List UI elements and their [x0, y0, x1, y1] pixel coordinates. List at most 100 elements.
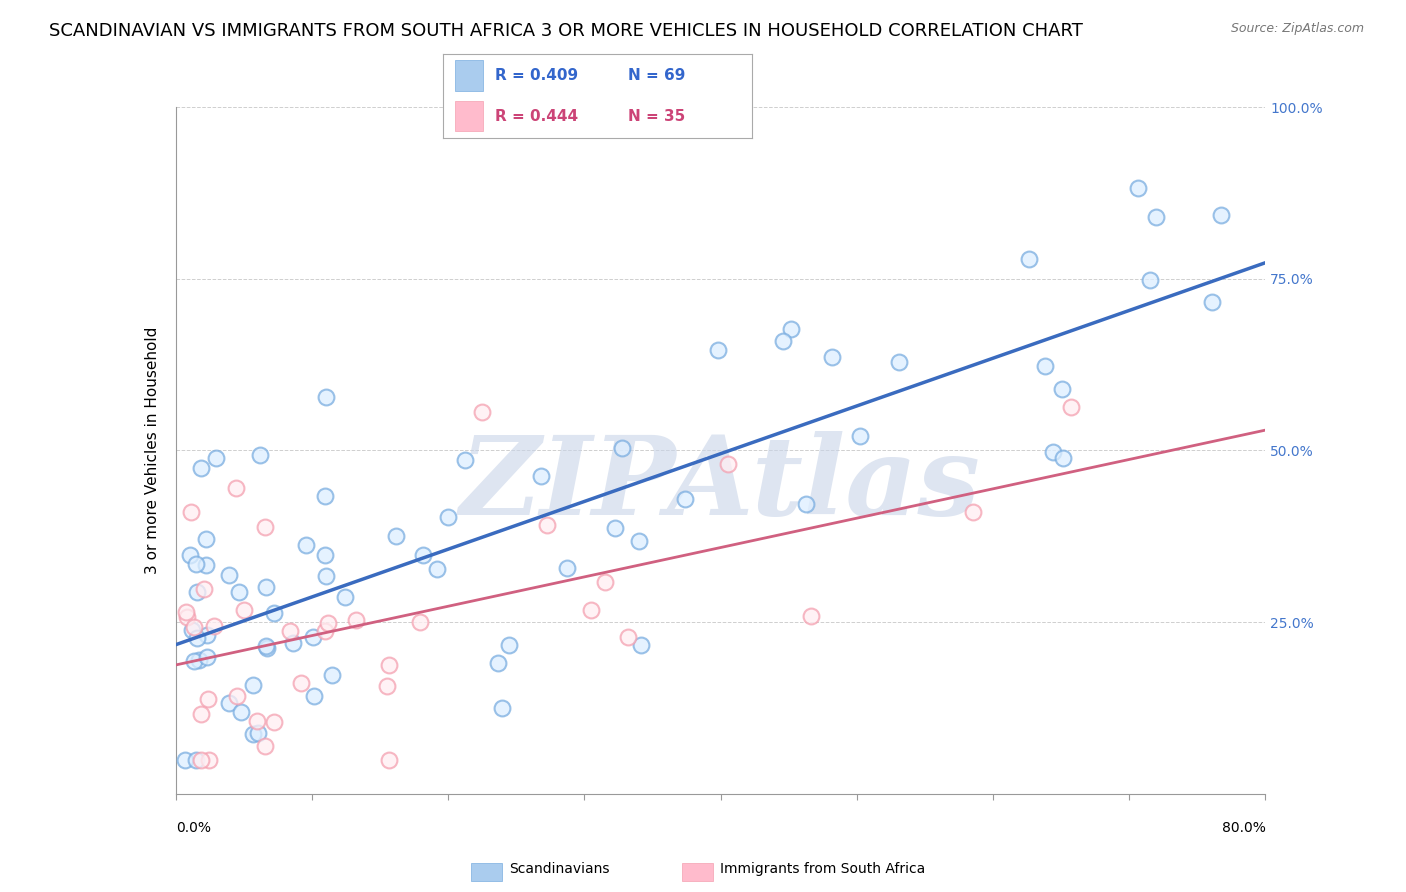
- Point: [454, 453, 477, 467]
- Point: [593, 575, 616, 590]
- Point: [314, 489, 336, 503]
- Point: [198, 753, 221, 767]
- Point: [186, 631, 208, 645]
- Point: [530, 469, 553, 483]
- Point: [409, 615, 432, 630]
- Point: [263, 606, 285, 620]
- Point: [425, 562, 447, 576]
- Point: [184, 557, 207, 571]
- Bar: [456, 61, 484, 91]
- Point: [242, 678, 264, 692]
- Point: [706, 343, 728, 357]
- Point: [242, 727, 264, 741]
- Point: [437, 510, 460, 524]
- Text: N = 35: N = 35: [628, 109, 686, 124]
- Point: [249, 448, 271, 462]
- Point: [316, 616, 339, 631]
- Point: [193, 582, 215, 597]
- Point: [253, 739, 276, 753]
- Point: [174, 605, 197, 619]
- Point: [254, 580, 277, 594]
- Text: ZIPAtlas: ZIPAtlas: [460, 431, 981, 539]
- Point: [375, 680, 398, 694]
- Point: [278, 624, 301, 638]
- Point: [187, 653, 209, 667]
- Text: 0.0%: 0.0%: [176, 822, 211, 835]
- Point: [612, 442, 634, 456]
- Point: [800, 609, 823, 624]
- Point: [1042, 445, 1064, 459]
- Point: [772, 334, 794, 349]
- Text: SCANDINAVIAN VS IMMIGRANTS FROM SOUTH AFRICA 3 OR MORE VEHICLES IN HOUSEHOLD COR: SCANDINAVIAN VS IMMIGRANTS FROM SOUTH AF…: [49, 22, 1083, 40]
- Point: [183, 620, 205, 634]
- Point: [256, 640, 278, 655]
- Point: [673, 491, 696, 506]
- Point: [471, 405, 494, 419]
- Point: [1144, 210, 1167, 224]
- Point: [889, 355, 911, 369]
- Point: [231, 705, 253, 719]
- Point: [1209, 208, 1232, 222]
- Point: [195, 628, 218, 642]
- Point: [254, 639, 277, 653]
- Point: [377, 658, 399, 673]
- Point: [794, 497, 817, 511]
- Point: [315, 390, 337, 404]
- Point: [218, 696, 240, 710]
- Point: [176, 610, 198, 624]
- Point: [498, 638, 520, 652]
- Point: [246, 714, 269, 728]
- Text: R = 0.444: R = 0.444: [495, 109, 579, 124]
- Point: [190, 706, 212, 721]
- Point: [290, 676, 312, 690]
- Point: [385, 529, 408, 543]
- Point: [197, 692, 219, 706]
- Point: [717, 457, 740, 471]
- Point: [190, 753, 212, 767]
- Point: [181, 624, 204, 638]
- Text: 80.0%: 80.0%: [1222, 822, 1265, 835]
- Point: [821, 350, 844, 364]
- Point: [412, 549, 434, 563]
- Point: [1050, 382, 1073, 396]
- Point: [183, 654, 205, 668]
- Point: [225, 690, 247, 704]
- Point: [195, 558, 218, 572]
- Point: [779, 322, 801, 336]
- Point: [247, 726, 270, 740]
- Point: [1139, 273, 1161, 287]
- Point: [180, 505, 202, 519]
- Point: [536, 518, 558, 533]
- Point: [1201, 295, 1223, 310]
- Point: [314, 624, 336, 638]
- Point: [301, 630, 323, 644]
- Point: [1128, 181, 1150, 195]
- Point: [849, 429, 872, 443]
- Point: [225, 481, 247, 495]
- Point: [617, 631, 640, 645]
- Text: Source: ZipAtlas.com: Source: ZipAtlas.com: [1230, 22, 1364, 36]
- Point: [190, 460, 212, 475]
- Point: [194, 532, 217, 546]
- Text: N = 69: N = 69: [628, 68, 686, 83]
- Point: [202, 618, 225, 632]
- Point: [491, 701, 513, 715]
- Point: [218, 568, 240, 582]
- Point: [1018, 252, 1040, 267]
- Point: [314, 548, 336, 562]
- Point: [184, 753, 207, 767]
- Point: [295, 538, 318, 552]
- Point: [283, 636, 305, 650]
- Point: [179, 549, 201, 563]
- Point: [962, 505, 984, 519]
- Point: [630, 638, 652, 652]
- Point: [603, 521, 626, 535]
- Point: [557, 561, 579, 575]
- Point: [378, 753, 401, 767]
- Point: [228, 584, 250, 599]
- Point: [254, 520, 277, 534]
- Point: [486, 656, 509, 670]
- Point: [304, 689, 326, 703]
- Point: [197, 650, 219, 665]
- Text: R = 0.409: R = 0.409: [495, 68, 579, 83]
